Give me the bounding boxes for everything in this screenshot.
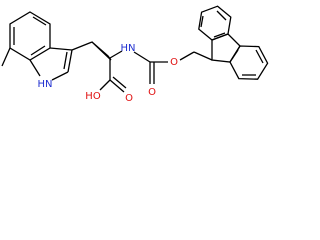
bond — [63, 51, 68, 70]
bond — [231, 49, 239, 60]
bond — [29, 59, 41, 77]
bond-wedge — [91, 41, 112, 61]
bond — [112, 76, 127, 89]
atom-label: HN — [38, 79, 53, 90]
bond — [213, 32, 226, 38]
bond — [99, 79, 111, 91]
bond — [49, 47, 73, 51]
bond — [51, 71, 69, 81]
bond — [71, 41, 93, 51]
bond — [200, 15, 204, 28]
bond-ring — [9, 11, 51, 61]
bond — [32, 16, 47, 26]
bond — [109, 50, 123, 59]
atom-label: HO — [85, 91, 101, 102]
bond — [216, 10, 227, 21]
bond — [255, 49, 264, 64]
page: HN HN O O HO O (() => { const data = JSO… — [0, 0, 320, 105]
bond — [193, 51, 213, 61]
bond — [30, 45, 46, 56]
bond — [1, 47, 11, 67]
atom-label: HN — [121, 43, 136, 54]
bond — [179, 51, 195, 61]
bond-ring — [229, 45, 269, 80]
atom-label: O — [148, 87, 156, 98]
atom-label: O — [170, 57, 178, 68]
bond — [109, 79, 125, 93]
bond-ring — [211, 33, 241, 63]
bond — [133, 51, 151, 63]
atom-label: O — [125, 93, 133, 104]
bond — [67, 49, 73, 73]
bond-ring — [198, 5, 232, 41]
molecule: HN HN O O HO O — [1, 5, 269, 104]
